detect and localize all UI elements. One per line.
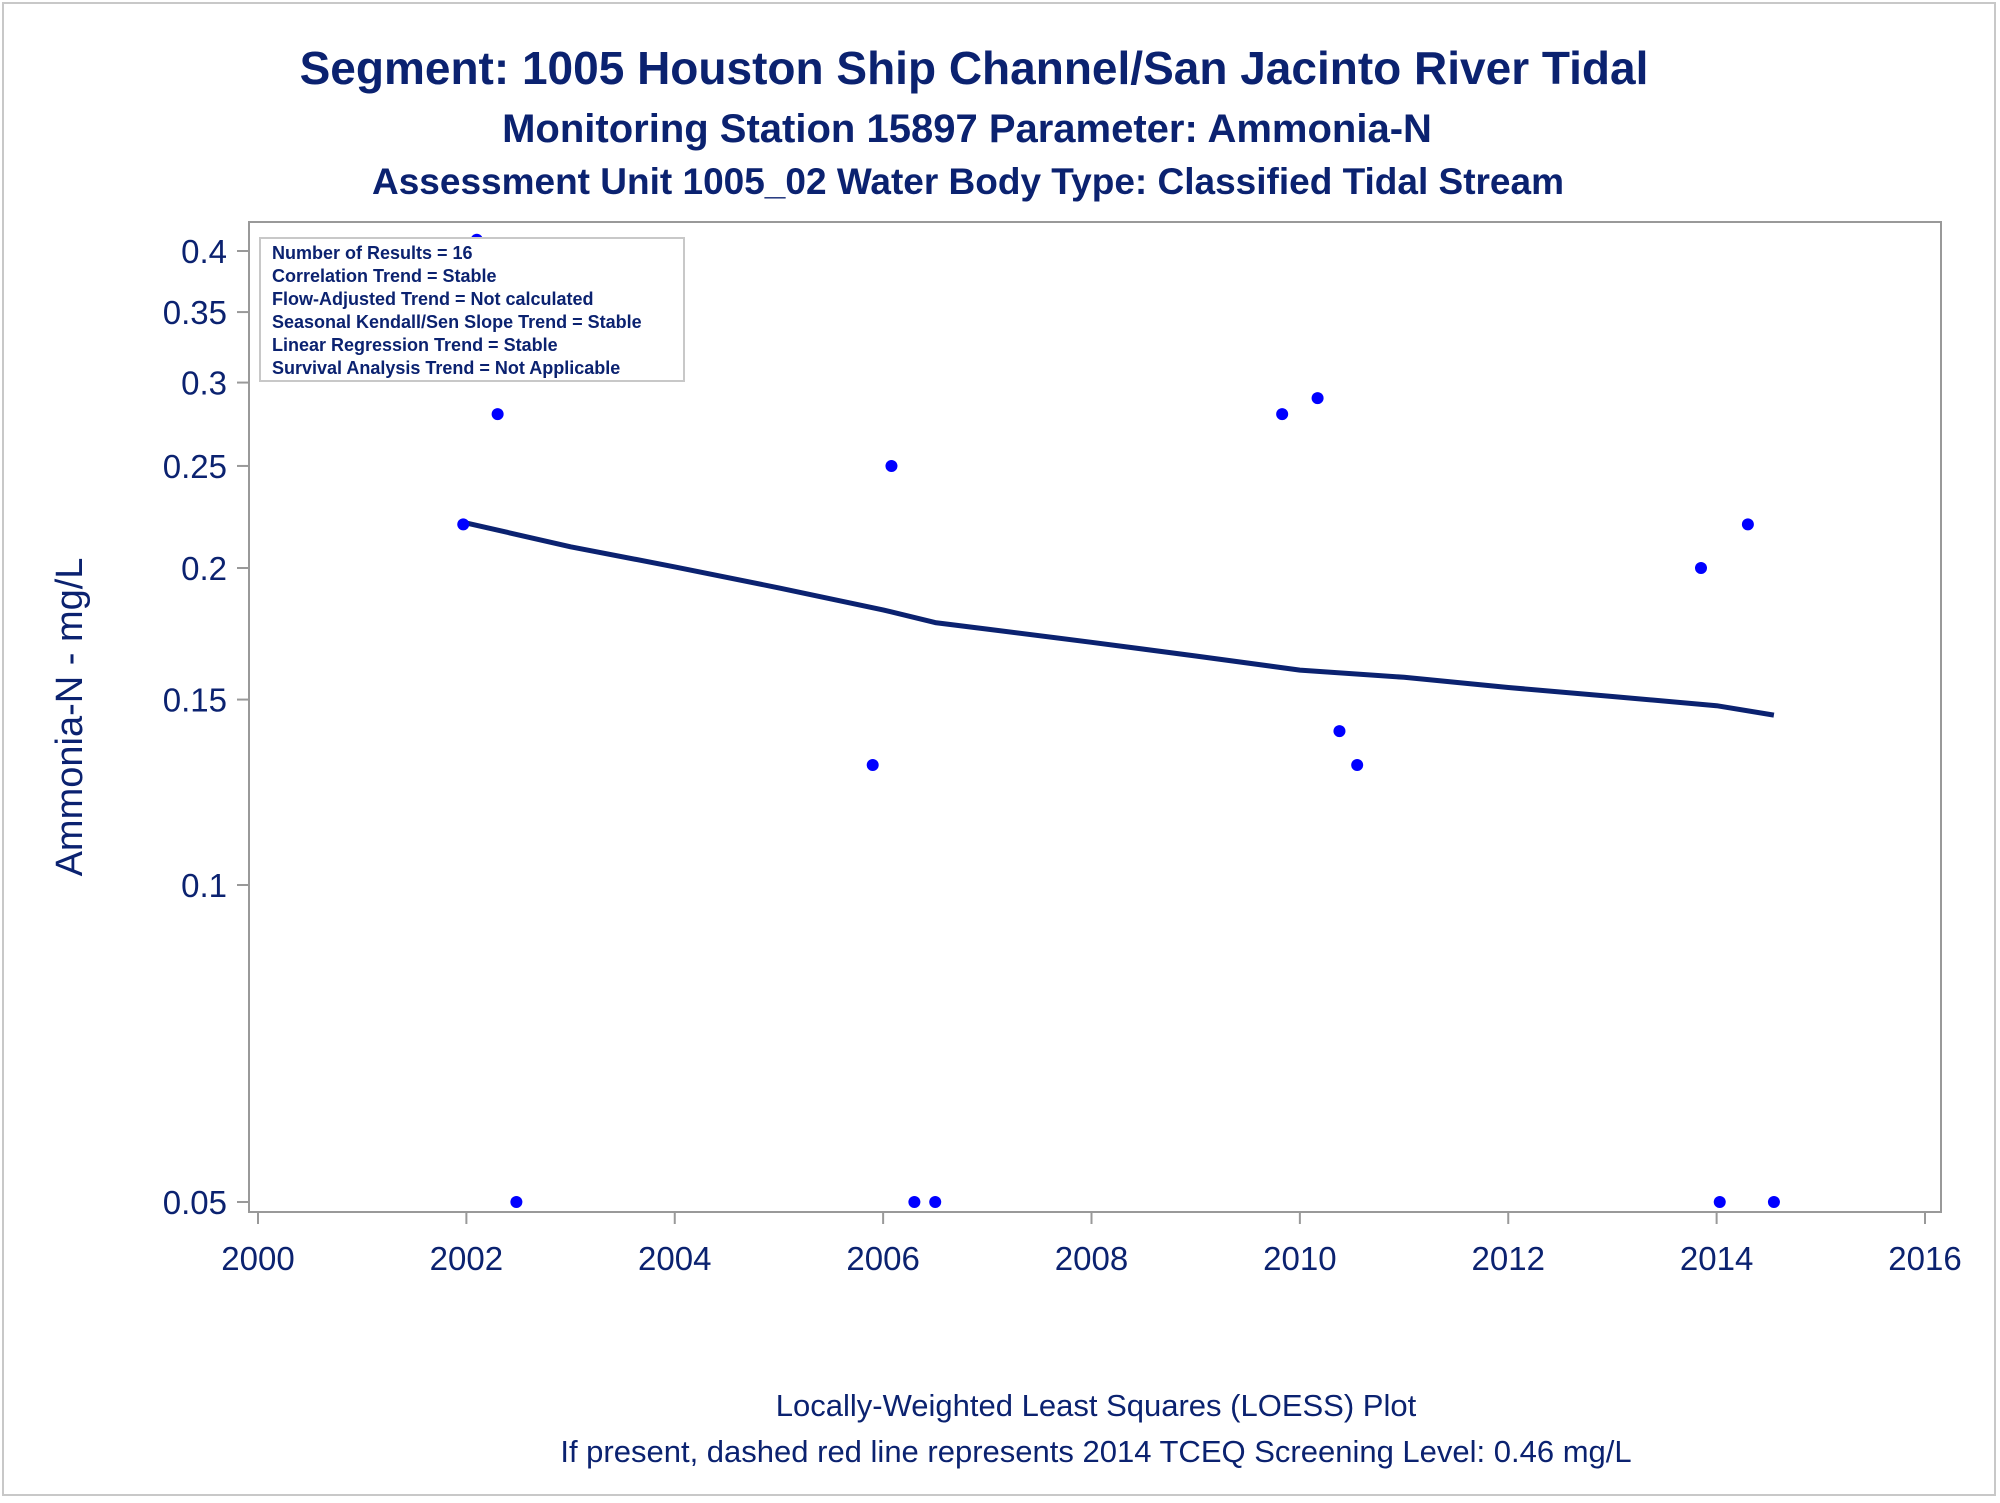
x-tick-label: 2002 <box>430 1240 503 1277</box>
y-tick-label: 0.05 <box>163 1184 227 1221</box>
data-point <box>885 459 898 472</box>
chart-title: Segment: 1005 Houston Ship Channel/San J… <box>300 42 1649 94</box>
x-axis: 2000 2002 2004 2006 2008 2010 2012 2014 2016 <box>221 1212 1962 1277</box>
points-layer <box>457 233 1780 1208</box>
chart-svg: Segment: 1005 Houston Ship Channel/San J… <box>49 42 1962 1469</box>
chart-subtitle: Monitoring Station 15897 Parameter: Ammo… <box>502 107 1432 151</box>
data-point <box>510 1196 523 1208</box>
y-tick-label: 0.15 <box>163 682 227 719</box>
data-point <box>1767 1196 1780 1208</box>
data-point <box>1351 759 1364 772</box>
y-tick-label: 0.35 <box>163 294 227 331</box>
y-tick-label: 0.3 <box>181 365 227 402</box>
footnote-loess: Locally-Weighted Least Squares (LOESS) P… <box>776 1388 1417 1423</box>
loess-layer <box>462 519 1775 718</box>
y-tick-label: 0.1 <box>181 867 227 904</box>
x-tick-label: 2010 <box>1263 1240 1336 1277</box>
y-tick-label: 0.4 <box>181 233 227 270</box>
chart-subtitle-2: Assessment Unit 1005_02 Water Body Type:… <box>372 161 1564 202</box>
stats-seasonal-kendall-trend: Seasonal Kendall/Sen Slope Trend = Stabl… <box>272 312 642 332</box>
y-tick-label: 0.2 <box>181 550 227 587</box>
data-point <box>866 759 879 772</box>
x-tick-label: 2004 <box>638 1240 711 1277</box>
stats-box: Number of Results = 16 Correlation Trend… <box>259 237 685 382</box>
data-point <box>1694 562 1707 574</box>
x-tick-label: 2014 <box>1680 1240 1753 1277</box>
data-point <box>929 1196 942 1208</box>
x-tick-label: 2000 <box>221 1240 294 1277</box>
stats-flow-adjusted-trend: Flow-Adjusted Trend = Not calculated <box>272 289 594 309</box>
data-point <box>1333 725 1346 738</box>
loess-line <box>462 519 1775 718</box>
footnote-screening-level: If present, dashed red line represents 2… <box>560 1434 1631 1469</box>
x-tick-label: 2016 <box>1888 1240 1961 1277</box>
x-tick-label: 2006 <box>846 1240 919 1277</box>
data-point <box>457 518 470 531</box>
data-point <box>491 408 504 421</box>
data-point <box>1311 392 1324 405</box>
x-tick-label: 2008 <box>1055 1240 1128 1277</box>
data-point <box>908 1196 921 1208</box>
y-axis-label: Ammonia-N - mg/L <box>49 558 91 877</box>
stats-correlation-trend: Correlation Trend = Stable <box>272 266 497 286</box>
stats-survival-analysis-trend: Survival Analysis Trend = Not Applicable <box>272 358 620 378</box>
stats-number-of-results: Number of Results = 16 <box>272 243 473 263</box>
data-point <box>1713 1196 1726 1208</box>
y-tick-label: 0.25 <box>163 448 227 485</box>
data-point <box>1741 518 1754 531</box>
stats-linear-regression-trend: Linear Regression Trend = Stable <box>272 335 558 355</box>
x-tick-label: 2012 <box>1472 1240 1545 1277</box>
stats-box-border <box>259 237 685 382</box>
plot-area <box>248 221 1942 1213</box>
y-axis: 0.4 0.35 0.3 0.25 0.2 0.15 0.1 0.05 <box>163 233 249 1221</box>
data-point <box>1276 408 1289 421</box>
